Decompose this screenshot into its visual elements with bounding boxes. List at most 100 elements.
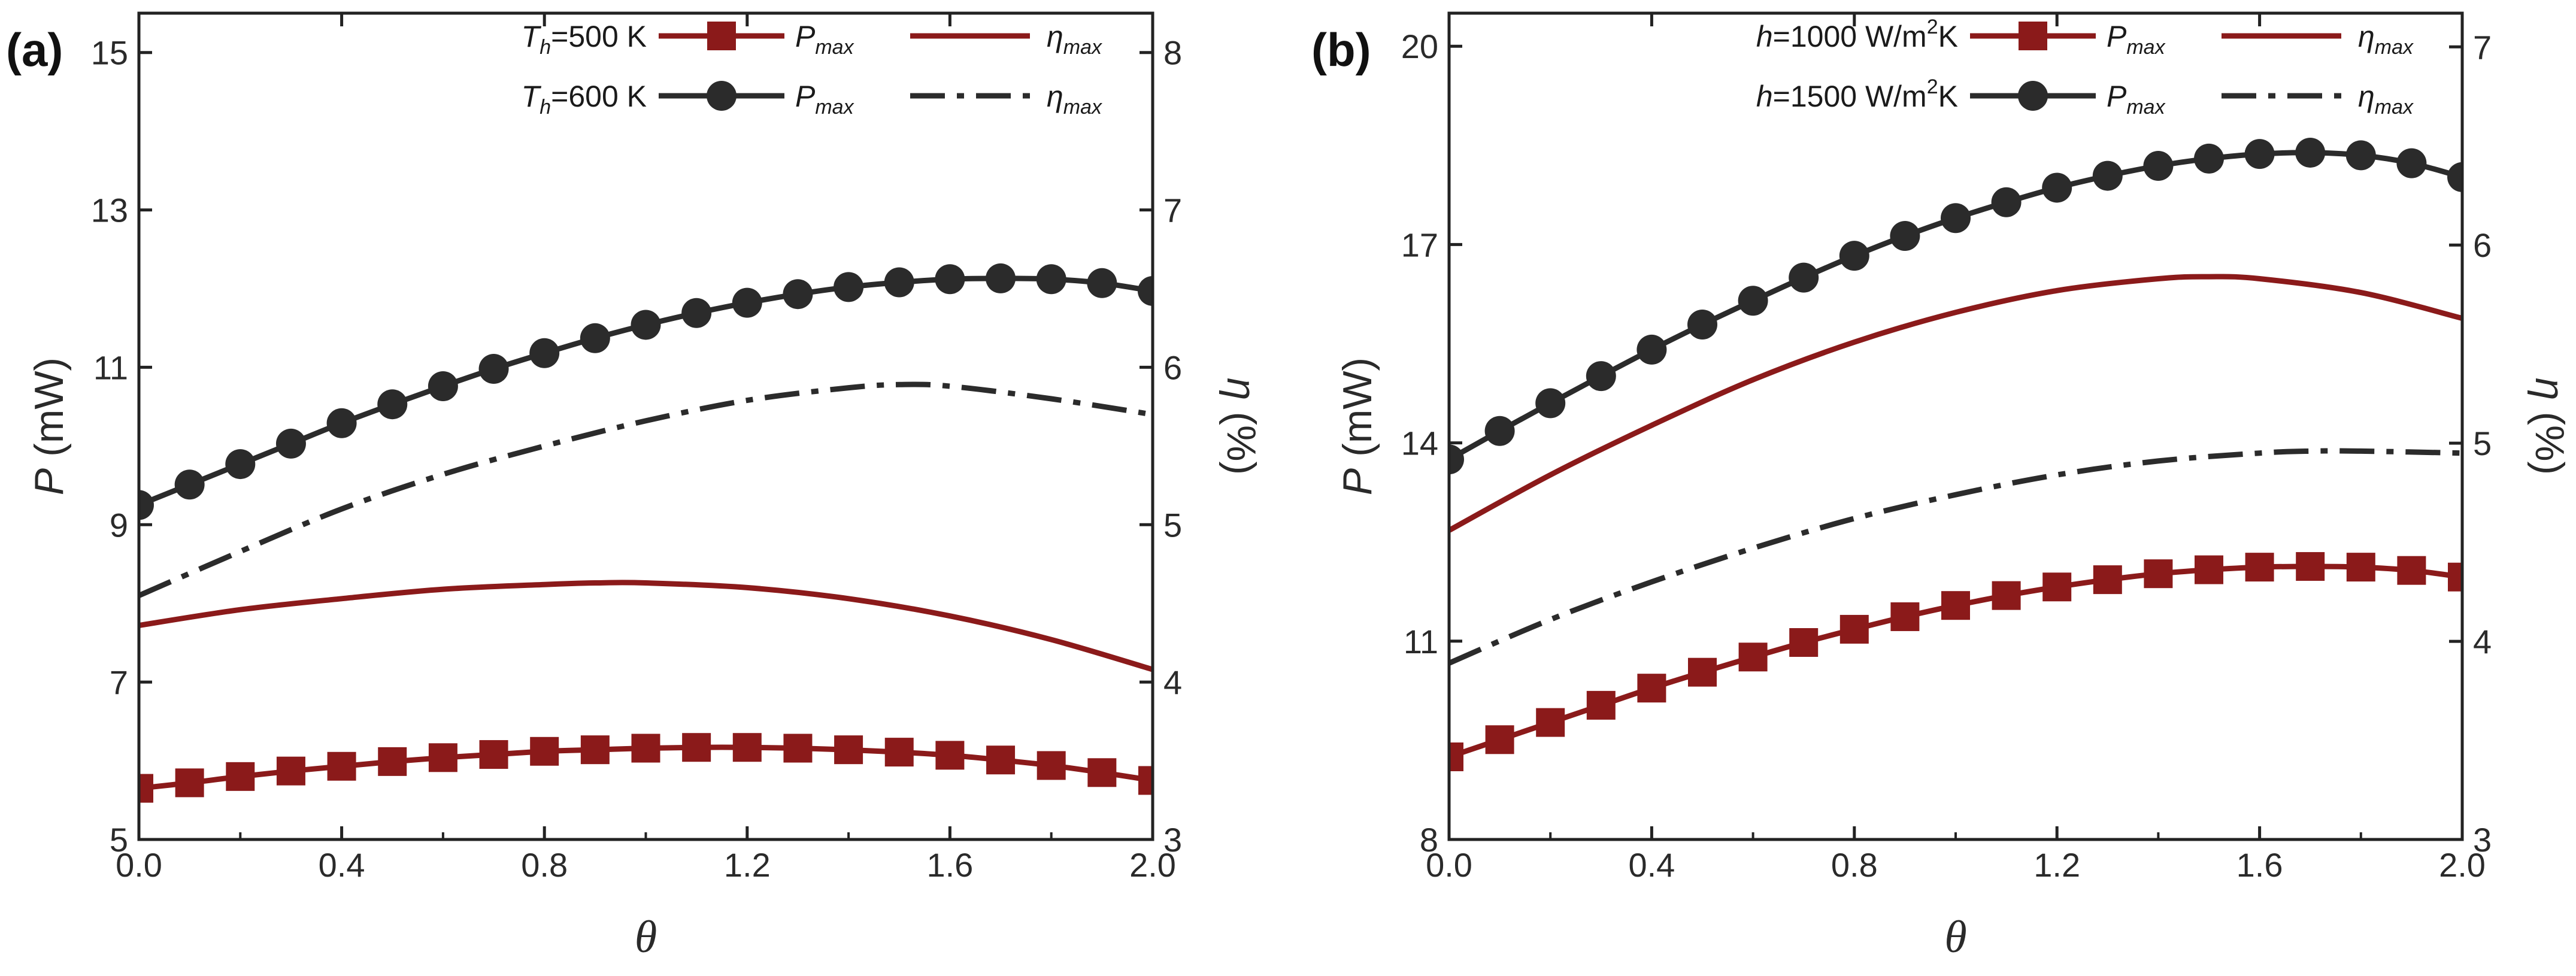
circle-marker-1-5 bbox=[377, 389, 408, 420]
panel-a: (a) 0.0 0.4 0.8 1.2 1.6 2.0 5 7 9 11 13 15 3 4 5 6 7 8 θ P (… bbox=[6, 11, 1264, 962]
x-tick-label: 0.8 bbox=[1831, 846, 1878, 884]
square-marker-0-20 bbox=[1138, 766, 1153, 795]
y-right-axis-var: η bbox=[1219, 378, 1264, 401]
x-tick-label: 1.2 bbox=[724, 846, 771, 884]
y-right-tick-label: 5 bbox=[2473, 425, 2492, 462]
square-marker-0-2 bbox=[1536, 708, 1565, 737]
circle-marker-1-0 bbox=[1449, 444, 1464, 475]
square-marker-0-14 bbox=[834, 735, 863, 765]
circle-marker-1-15 bbox=[2194, 143, 2224, 174]
square-marker-0-16 bbox=[935, 741, 965, 770]
square-marker-0-11 bbox=[1992, 581, 2021, 610]
y-right-tick-label: 6 bbox=[2473, 226, 2492, 264]
legend-circle-marker bbox=[707, 81, 737, 111]
legend-pmax-sub: max bbox=[2126, 96, 2165, 119]
legend-suffix: =600 K bbox=[551, 80, 647, 113]
series-line-1 bbox=[1449, 150, 2462, 462]
circle-marker-1-2 bbox=[1535, 388, 1566, 419]
legend-sup: 2 bbox=[1927, 16, 1938, 38]
y-right-tick-label: 3 bbox=[2473, 821, 2492, 859]
panel-b: (b) 0.0 0.4 0.8 1.2 1.6 2.0 8 11 14 17 20 3 4 5 6 7 θ P (m… bbox=[1311, 11, 2572, 962]
x-tick-label: 1.6 bbox=[2236, 846, 2283, 884]
y-left-axis-label: P (mW) bbox=[26, 357, 72, 495]
legend-group-label: Th=500 K bbox=[522, 20, 647, 59]
legend-square-marker bbox=[2019, 22, 2047, 50]
square-marker-0-6 bbox=[428, 743, 457, 772]
legend-eta-sub: max bbox=[2375, 96, 2414, 119]
circle-marker-1-14 bbox=[2143, 151, 2174, 181]
legend-var: h bbox=[1756, 20, 1773, 53]
circle-marker-1-4 bbox=[326, 408, 357, 438]
square-marker-0-17 bbox=[986, 745, 1016, 775]
circle-marker-1-2 bbox=[225, 449, 256, 480]
circle-marker-1-16 bbox=[2244, 139, 2275, 169]
circle-marker-1-9 bbox=[580, 323, 610, 353]
square-marker-0-8 bbox=[530, 736, 559, 766]
square-marker-0-9 bbox=[1890, 602, 1920, 631]
x-axis-label: θ bbox=[1944, 912, 1966, 962]
legend-eta-var: η bbox=[1047, 80, 1063, 113]
x-tick-label: 0.4 bbox=[319, 846, 365, 884]
circle-marker-1-10 bbox=[631, 310, 661, 340]
y-right-axis-label: η (%) bbox=[1219, 378, 1264, 475]
square-marker-0-14 bbox=[2144, 559, 2173, 589]
circle-marker-1-15 bbox=[884, 267, 914, 298]
y-right-axis-label: η (%) bbox=[2527, 378, 2572, 475]
series-line-3 bbox=[139, 381, 1153, 598]
square-marker-0-13 bbox=[2093, 565, 2122, 595]
square-marker-0-12 bbox=[732, 733, 762, 762]
circle-marker-1-3 bbox=[275, 428, 306, 459]
square-marker-0-4 bbox=[327, 751, 356, 781]
y-left-tick-label: 9 bbox=[110, 506, 128, 544]
y-right-axis-unit: (%) bbox=[1219, 401, 1264, 475]
y-right-tick-label: 6 bbox=[1163, 348, 1182, 386]
legend-eta-var: η bbox=[2358, 80, 2375, 113]
circle-marker-1-3 bbox=[1586, 361, 1616, 392]
legend-eta-label: ηmax bbox=[2358, 20, 2414, 59]
square-marker-0-11 bbox=[682, 733, 711, 762]
square-marker-0-10 bbox=[631, 733, 660, 763]
y-left-axis-unit: (mW) bbox=[1335, 357, 1380, 468]
legend-eta-sub: max bbox=[1063, 96, 1102, 119]
circle-marker-1-13 bbox=[2092, 160, 2123, 191]
square-marker-0-5 bbox=[378, 747, 407, 776]
legend-pmax-label: Pmax bbox=[795, 80, 854, 119]
circle-marker-1-18 bbox=[1036, 264, 1066, 295]
circle-marker-1-19 bbox=[1087, 268, 1117, 298]
square-marker-0-18 bbox=[1037, 751, 1066, 780]
legend-eta-label: ηmax bbox=[1047, 80, 1102, 119]
x-axis-label: θ bbox=[635, 912, 657, 962]
square-marker-0-7 bbox=[1789, 628, 1819, 657]
y-left-tick-label: 8 bbox=[1420, 821, 1438, 859]
legend-pmax-label: Pmax bbox=[2107, 80, 2166, 119]
y-left-tick-label: 11 bbox=[93, 348, 128, 386]
legend-eta-label: ηmax bbox=[2358, 80, 2414, 119]
y-right-tick-label: 7 bbox=[1163, 192, 1182, 229]
circle-marker-1-1 bbox=[1484, 416, 1515, 446]
axes-frame bbox=[137, 11, 1154, 841]
circle-marker-1-4 bbox=[1636, 334, 1667, 365]
circle-marker-1-13 bbox=[783, 279, 813, 310]
square-marker-0-12 bbox=[2042, 572, 2072, 602]
circle-marker-1-10 bbox=[1941, 203, 1971, 234]
square-marker-0-15 bbox=[2195, 555, 2223, 584]
legend-unit-pre: =1500 W/m bbox=[1773, 80, 1927, 113]
circle-marker-1-16 bbox=[935, 264, 965, 295]
plot-area bbox=[139, 263, 1153, 803]
y-left-tick-label: 20 bbox=[1401, 28, 1438, 65]
x-tick-label: 0.0 bbox=[116, 846, 162, 884]
legend-pmax-sub: max bbox=[815, 96, 854, 119]
square-marker-0-1 bbox=[1485, 725, 1514, 754]
legend-eta-label: ηmax bbox=[1047, 20, 1102, 59]
legend-unit-pre: =1000 W/m bbox=[1773, 20, 1927, 53]
legend-unit-post: K bbox=[1938, 20, 1958, 53]
y-left-tick-label: 5 bbox=[110, 821, 128, 859]
y-left-tick-label: 7 bbox=[110, 663, 128, 701]
circle-marker-1-18 bbox=[2345, 140, 2376, 171]
legend-pmax-var: P bbox=[2107, 20, 2127, 53]
circle-marker-1-14 bbox=[834, 272, 864, 302]
square-marker-0-0 bbox=[1449, 742, 1463, 771]
y-right-tick-label: 5 bbox=[1163, 506, 1182, 544]
legend-pmax-var: P bbox=[2107, 80, 2127, 113]
